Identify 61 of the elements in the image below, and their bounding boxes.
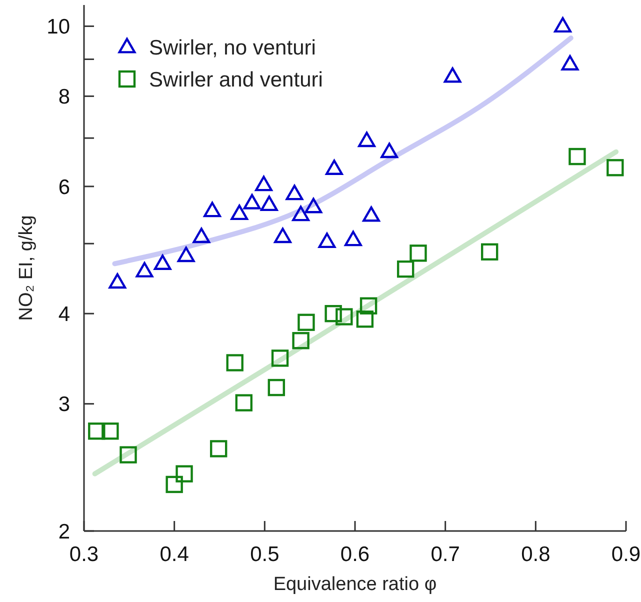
point (356, 310, 374, 328)
point (292, 206, 310, 222)
x-tick-label: 0.7 (430, 543, 460, 566)
point (324, 305, 342, 322)
point (304, 198, 322, 214)
point (326, 160, 343, 175)
y-tick-label: 6 (58, 176, 70, 199)
point (480, 243, 498, 260)
point (274, 228, 292, 244)
y-tick-label: 10 (46, 16, 70, 39)
point (362, 206, 380, 222)
point (260, 196, 278, 212)
legend-label: Swirler and venturi (149, 68, 323, 92)
point (561, 55, 579, 70)
point (154, 254, 172, 270)
x-tick-label: 0.5 (250, 543, 280, 566)
x-tick-label: 0.3 (69, 543, 99, 566)
point (360, 297, 378, 314)
point (554, 17, 572, 33)
point (120, 446, 137, 464)
point (210, 440, 228, 458)
point (255, 176, 272, 192)
point (102, 422, 119, 440)
point (268, 378, 286, 396)
y-axis-title: NO₂ EI, g/kg (16, 215, 37, 321)
point (358, 132, 376, 148)
point (88, 422, 106, 440)
point (108, 273, 126, 289)
point (230, 204, 248, 220)
x-tick-label: 0.9 (611, 543, 641, 566)
point (166, 476, 183, 494)
legend-label: Swirler, no venturi (149, 36, 316, 60)
x-tick-label: 0.4 (160, 543, 190, 566)
point (286, 184, 304, 200)
point (235, 394, 252, 412)
point (606, 159, 624, 176)
point (344, 230, 362, 246)
point (444, 67, 462, 83)
x-tick-label: 0.8 (521, 543, 550, 566)
point (568, 148, 586, 166)
y-tick-label: 4 (58, 302, 70, 326)
point (192, 228, 210, 244)
y-tick-label: 8 (58, 86, 70, 109)
point (318, 232, 336, 248)
point (136, 262, 154, 278)
point (243, 194, 261, 210)
point (271, 350, 289, 367)
x-tick-label: 0.6 (340, 543, 370, 566)
point (298, 314, 315, 331)
point (177, 246, 195, 262)
point (204, 202, 221, 218)
point (380, 142, 398, 158)
point (396, 260, 414, 278)
y-tick-label: 2 (58, 520, 70, 544)
point (292, 332, 310, 350)
point (226, 354, 244, 372)
x-axis-title: Equivalence ratio φ (273, 574, 437, 595)
point (176, 465, 193, 482)
point (410, 244, 427, 262)
y-tick-label: 3 (58, 393, 70, 416)
point (336, 308, 353, 326)
